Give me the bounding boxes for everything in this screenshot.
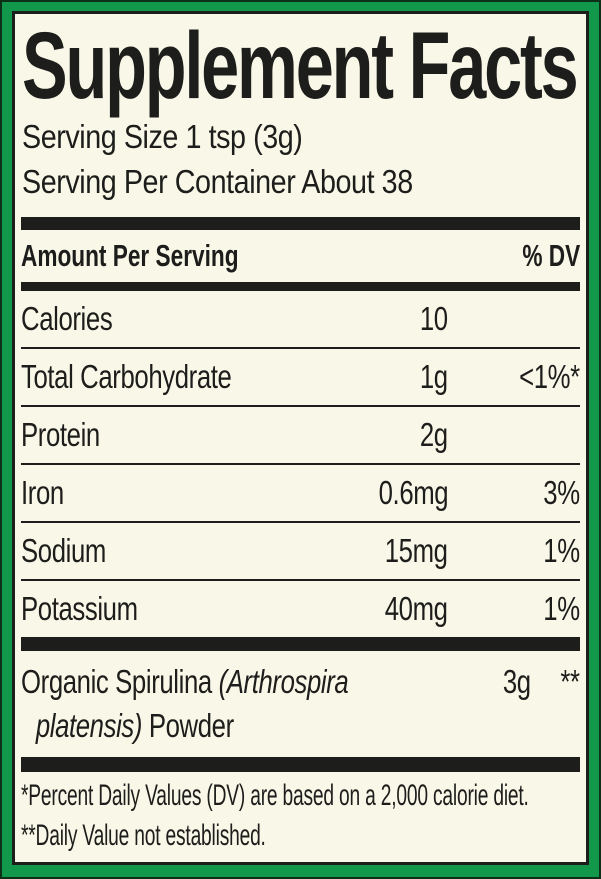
nutrient-name: Protein [21, 416, 100, 454]
label-title: Supplement Facts [22, 12, 579, 119]
servings-per-container-line: Serving Per Container About 38 [21, 159, 580, 204]
table-row-sodium: Sodium 15mg 1% [21, 521, 580, 579]
divider-bar-thick-bottom [21, 757, 580, 772]
divider-bar-medium [21, 281, 580, 292]
nutrient-dv: 1% [543, 532, 581, 570]
nutrient-dv: 3% [543, 474, 581, 512]
footnote-daily-values: *Percent Daily Values (DV) are based on … [21, 779, 529, 812]
table-row-potassium: Potassium 40mg 1% [21, 579, 580, 637]
nutrient-amount: 40mg [385, 590, 448, 628]
ingredient-name: Organic Spirulina (Arthrospira platensis… [21, 663, 349, 745]
percent-dv-header: % DV [522, 237, 580, 273]
nutrient-name: Sodium [21, 532, 106, 570]
footnote-dv-not-established: **Daily Value not established. [21, 819, 266, 852]
serving-size-text: Serving Size 1 tsp (3g) [22, 117, 303, 155]
nutrient-dv: <1%* [519, 358, 580, 396]
ingredient-amount: 3g [502, 663, 531, 701]
table-row-total-carbohydrate: Total Carbohydrate 1g <1%* [21, 347, 580, 405]
spacer [21, 205, 580, 217]
nutrient-amount: 1g [420, 358, 448, 396]
nutrient-name: Total Carbohydrate [21, 358, 232, 396]
nutrient-dv: 1% [543, 590, 581, 628]
nutrient-table: Calories 10 Total Carbohydrate 1g <1%* P… [21, 291, 580, 637]
nutrient-amount: 0.6mg [378, 474, 448, 512]
nutrient-name: Iron [21, 474, 64, 512]
table-row-protein: Protein 2g [21, 405, 580, 463]
nutrient-amount: 15mg [385, 532, 448, 570]
nutrient-amount: 2g [420, 416, 448, 454]
ingredient-dv: ** [560, 663, 581, 701]
supplement-label: Supplement Facts Serving Size 1 tsp (3g)… [12, 11, 589, 865]
table-header-row: Amount Per Serving % DV [21, 230, 580, 281]
divider-bar-thick-middle [21, 637, 580, 652]
nutrient-name: Potassium [21, 590, 138, 628]
divider-bar-thick-top [21, 216, 580, 231]
servings-per-container-text: Serving Per Container About 38 [22, 163, 413, 201]
table-row-iron: Iron 0.6mg 3% [21, 463, 580, 521]
nutrient-amount: 10 [420, 300, 448, 338]
table-row-calories: Calories 10 [21, 291, 580, 347]
amount-per-serving-header: Amount Per Serving [21, 237, 239, 273]
label-title-block: Supplement Facts [21, 14, 580, 119]
serving-size-line: Serving Size 1 tsp (3g) [21, 114, 580, 159]
table-row-spirulina: Organic Spirulina (Arthrospira platensis… [21, 651, 580, 757]
nutrient-name: Calories [21, 300, 113, 338]
latin-name: (Arthrospira platensis) [35, 663, 349, 745]
